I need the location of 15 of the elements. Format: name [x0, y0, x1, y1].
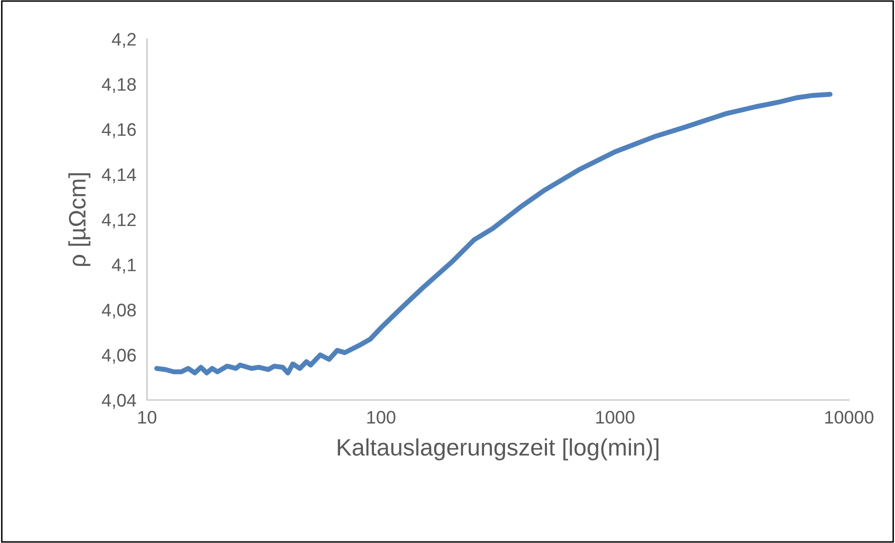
y-tick-label: 4,06 — [102, 348, 136, 364]
y-axis-title: ρ [µΩcm] — [68, 173, 90, 266]
y-tick-label: 4,08 — [102, 304, 136, 319]
x-axis-title: Kaltauslagerungszeit [log(min)] — [338, 438, 658, 460]
y-tick-label: 4,16 — [102, 123, 136, 138]
y-tick-label: 4,1 — [112, 258, 136, 274]
y-tick-label: 4,2 — [112, 32, 136, 48]
y-tick-label: 4,04 — [102, 394, 136, 409]
x-tick-label: 100 — [367, 410, 396, 424]
y-tick-label: 4,12 — [102, 213, 136, 228]
y-tick-label: 4,18 — [102, 78, 136, 93]
x-tick-label: 10 — [138, 410, 156, 424]
x-tick-label: 10000 — [825, 410, 874, 424]
x-tick-label: 1000 — [596, 410, 634, 424]
y-tick-label: 4,14 — [102, 168, 136, 184]
